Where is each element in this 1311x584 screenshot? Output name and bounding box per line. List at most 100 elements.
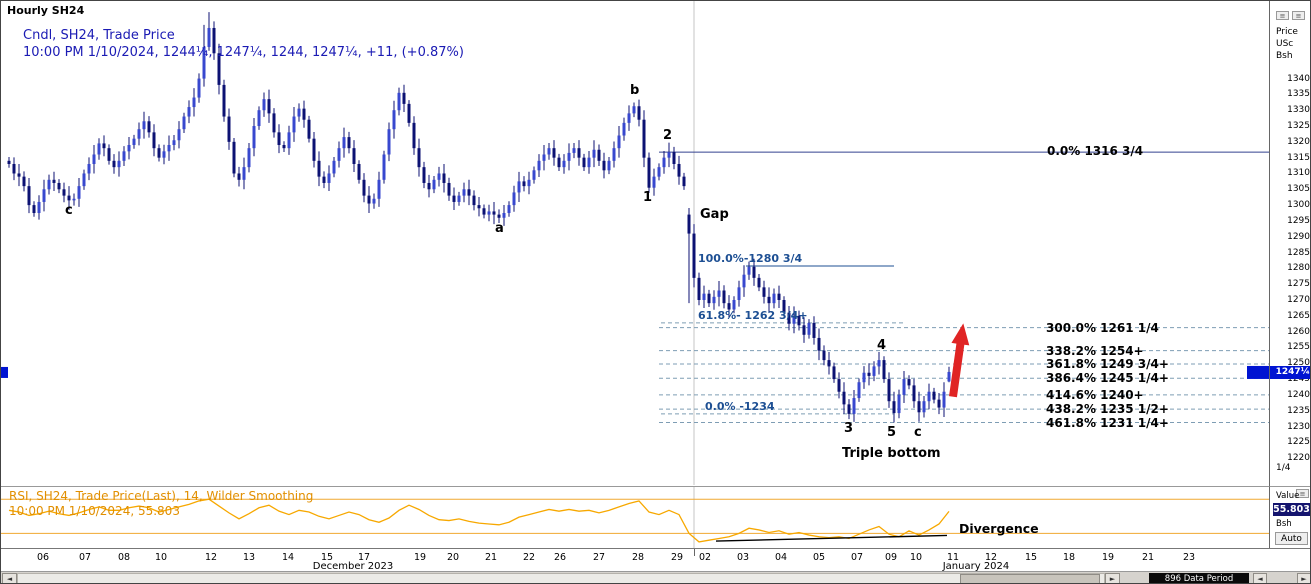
candle — [892, 401, 896, 414]
wave-annotation: 4 — [877, 338, 887, 353]
candle — [532, 170, 536, 180]
time-tick-label: 07 — [851, 552, 864, 563]
candle — [397, 92, 401, 111]
candle — [87, 163, 91, 174]
rsi-line — [8, 498, 950, 543]
trend-arrow[interactable] — [944, 322, 972, 398]
axis-scroll-right-button[interactable]: ► — [1297, 573, 1310, 583]
wave-annotation: 5 — [887, 425, 897, 440]
time-tick-label: 18 — [1063, 552, 1076, 563]
candle — [377, 179, 381, 199]
fib-retracement-label: 100.0%-1280 3/4 — [698, 251, 803, 265]
candle — [842, 391, 846, 405]
candle — [387, 129, 391, 155]
time-tick-label: 10 — [155, 552, 168, 563]
candle — [912, 385, 916, 402]
candle — [877, 360, 881, 367]
candle — [182, 116, 186, 130]
wave-annotation: 2 — [663, 128, 673, 143]
time-tick-label: 21 — [485, 552, 498, 563]
candle — [692, 233, 696, 278]
candle — [317, 160, 321, 177]
wave-annotation: c — [65, 203, 73, 218]
candle — [442, 173, 446, 183]
candle — [657, 167, 661, 177]
price-axis[interactable]: ≡ ≡ Price USc Bsh 1340 1335 1330 1325 1320 13… — [1269, 1, 1310, 486]
wave-annotation: b — [630, 83, 640, 98]
rsi-auto-button[interactable]: Auto — [1275, 532, 1308, 545]
time-tick-label: 03 — [737, 552, 750, 563]
candle — [677, 163, 681, 177]
candle — [922, 401, 926, 413]
candle — [17, 173, 21, 177]
rsi-panel[interactable]: RSI, SH24, Trade Price(Last), 14, Wilder… — [1, 486, 1269, 549]
candle — [732, 299, 736, 310]
candle — [72, 198, 76, 201]
rsi-legend-values: 10:00 PM 1/10/2024, 55.803 — [9, 504, 180, 518]
candle — [242, 167, 246, 180]
candle — [582, 157, 586, 168]
candle — [882, 360, 886, 380]
chart-settings-icon[interactable]: ≡ — [1292, 11, 1305, 20]
candle — [302, 108, 306, 120]
candle — [137, 129, 141, 139]
price-tick-label: 1280 — [1287, 263, 1310, 274]
axis-scroll-left-button[interactable]: ◄ — [1253, 573, 1267, 583]
candle — [307, 119, 311, 139]
candle — [27, 186, 31, 206]
candle — [522, 181, 526, 187]
scroll-thumb[interactable] — [960, 574, 1100, 583]
chart-menu-icon[interactable]: ≡ — [1276, 11, 1289, 20]
candle — [52, 179, 56, 183]
rsi-axis[interactable]: ≡ Value 55.803 Bsh Auto — [1269, 486, 1310, 549]
candle — [372, 198, 376, 204]
scroll-left-button[interactable]: ◄ — [2, 573, 17, 583]
candle — [747, 266, 751, 275]
candle — [557, 157, 561, 168]
candle — [782, 299, 786, 313]
candle — [682, 176, 686, 187]
candle — [667, 152, 671, 158]
candle — [932, 391, 936, 400]
rsi-menu-icon[interactable]: ≡ — [1296, 489, 1309, 498]
candle — [162, 151, 166, 158]
price-chart-panel[interactable]: Cndl, SH24, Trade Price 10:00 PM 1/10/20… — [1, 1, 1269, 485]
price-tick-label: 1300 — [1287, 200, 1310, 211]
price-tick-label: 1320 — [1287, 136, 1310, 147]
candle — [357, 163, 361, 180]
last-price-left-marker — [1, 366, 8, 378]
candle — [642, 119, 646, 158]
candle — [177, 129, 181, 141]
candle — [12, 163, 16, 174]
candle — [67, 195, 71, 201]
candle — [262, 99, 266, 111]
price-tick-label: 1220 — [1287, 453, 1310, 464]
candle — [472, 195, 476, 206]
candle — [622, 122, 626, 136]
candle — [192, 97, 196, 108]
divergence-trendline[interactable] — [715, 534, 948, 542]
price-tick-label: 1230 — [1287, 421, 1310, 432]
candle — [787, 312, 791, 324]
candle — [632, 106, 636, 114]
time-axis[interactable]: 06 07 08 10 12 13 14 15 17 19 20 21 22 26 27 28 29 02 03 04… — [1, 548, 1310, 572]
candle — [862, 372, 866, 383]
scroll-right-button[interactable]: ► — [1105, 573, 1120, 583]
candle — [822, 350, 826, 361]
rsi-legend-series: RSI, SH24, Trade Price(Last), 14, Wilder… — [9, 489, 314, 503]
candle — [142, 121, 146, 130]
candle — [722, 290, 726, 304]
candle — [167, 145, 171, 152]
candle — [487, 211, 491, 215]
candle — [837, 379, 841, 392]
candle — [157, 148, 161, 158]
candle — [347, 137, 351, 149]
scroll-track[interactable] — [17, 573, 1105, 583]
price-tick-label: 1225 — [1287, 437, 1310, 448]
candle — [117, 160, 121, 168]
fib-extension-label: 361.8% 1249 3/4+ — [1046, 357, 1169, 372]
candle — [602, 160, 606, 171]
time-tick-label: 04 — [775, 552, 788, 563]
candle — [752, 266, 756, 278]
candle — [612, 148, 616, 161]
